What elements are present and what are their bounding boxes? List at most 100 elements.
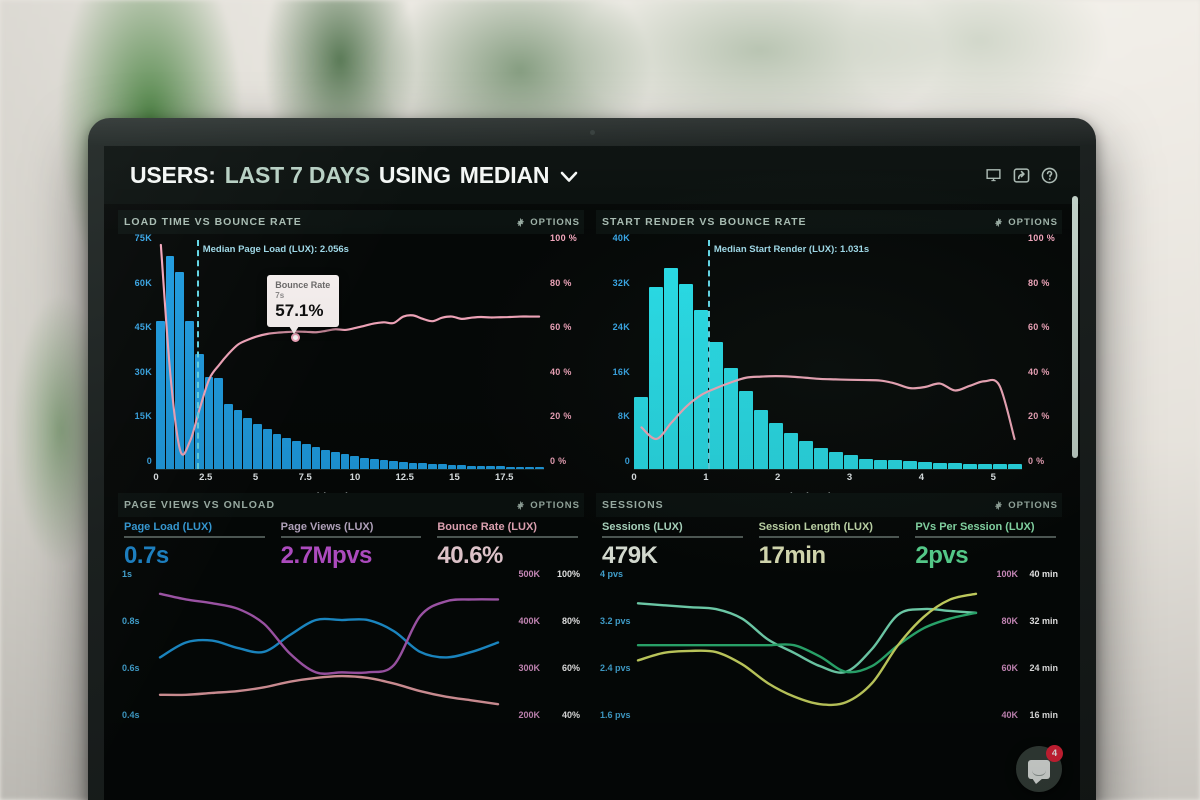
bar[interactable] — [185, 321, 194, 469]
bar[interactable] — [486, 466, 496, 469]
bar[interactable] — [156, 321, 165, 469]
bar[interactable] — [828, 451, 843, 469]
y3-axis-tick: 100% — [556, 568, 580, 579]
metric-card[interactable]: Bounce Rate (LUX) 40.6% — [437, 521, 579, 570]
bar[interactable] — [437, 464, 447, 469]
scrollbar[interactable] — [1072, 194, 1078, 794]
bar[interactable] — [282, 438, 292, 469]
bar[interactable] — [301, 444, 311, 469]
bar[interactable] — [948, 463, 963, 469]
bar[interactable] — [340, 454, 350, 469]
bar[interactable] — [360, 457, 369, 469]
bar[interactable] — [243, 418, 253, 469]
bar[interactable] — [813, 448, 828, 469]
bar[interactable] — [963, 463, 978, 469]
bar[interactable] — [918, 461, 933, 469]
bar[interactable] — [369, 459, 379, 469]
bar[interactable] — [903, 460, 918, 469]
dashboard-grid: LOAD TIME VS BOUNCE RATE OPTIONS 75K 60K 4… — [104, 204, 1080, 734]
metric-card[interactable]: Page Load (LUX) 0.7s — [124, 521, 265, 570]
x-axis-tick: 4 — [918, 472, 925, 483]
metric-card[interactable]: Session Length (LUX) 17min — [758, 521, 900, 570]
gear-icon — [995, 500, 1003, 510]
y2-axis-tick: 80K — [1001, 615, 1018, 626]
bar[interactable] — [535, 466, 544, 469]
bar[interactable] — [398, 461, 408, 469]
bar[interactable] — [292, 441, 301, 469]
bar[interactable] — [678, 284, 693, 469]
options-button[interactable]: OPTIONS — [516, 217, 580, 228]
help-icon[interactable] — [1041, 167, 1058, 184]
metric-card[interactable]: Sessions (LUX) 479K — [602, 521, 743, 570]
bar[interactable] — [738, 391, 753, 469]
chevron-down-icon[interactable] — [560, 162, 578, 189]
bar[interactable] — [693, 310, 708, 469]
scrollbar-thumb[interactable] — [1072, 196, 1078, 458]
y-axis-tick: 45K — [134, 322, 152, 333]
bar[interactable] — [253, 424, 262, 469]
bar[interactable] — [330, 451, 340, 469]
metric-card[interactable]: Page Views (LUX) 2.7Mpvs — [280, 521, 422, 570]
bar[interactable] — [1008, 464, 1023, 469]
title-using: USING — [378, 161, 451, 188]
bar[interactable] — [233, 410, 243, 469]
options-label: OPTIONS — [530, 216, 580, 228]
bar[interactable] — [389, 461, 398, 469]
options-label: OPTIONS — [1008, 216, 1058, 228]
options-button[interactable]: OPTIONS — [994, 500, 1058, 511]
bar[interactable] — [428, 463, 437, 469]
bar[interactable] — [783, 432, 798, 469]
y-axis-right-minutes: 40 min 32 min 24 min 16 min — [1022, 569, 1058, 724]
chat-widget-button[interactable]: 4 — [1016, 745, 1063, 792]
bar[interactable] — [505, 466, 515, 469]
page-title[interactable]: USERS: LAST 7 DAYS USING MEDIAN — [130, 162, 578, 189]
y-axis-tick: 3.2 pvs — [600, 615, 631, 626]
bar[interactable] — [476, 465, 486, 469]
bar[interactable] — [768, 422, 783, 469]
bar[interactable] — [933, 462, 948, 469]
bar[interactable] — [496, 466, 505, 469]
bar[interactable] — [204, 376, 214, 469]
bar[interactable] — [753, 409, 768, 469]
bar[interactable] — [272, 433, 282, 469]
display-icon[interactable] — [985, 167, 1002, 184]
y2-axis-tick: 20 % — [1028, 411, 1050, 422]
options-button[interactable]: OPTIONS — [994, 217, 1058, 228]
bar[interactable] — [224, 404, 233, 469]
bar[interactable] — [467, 465, 476, 469]
bar[interactable] — [708, 341, 723, 469]
bar[interactable] — [525, 466, 535, 469]
bar[interactable] — [993, 464, 1008, 469]
bar[interactable] — [379, 460, 389, 469]
bar[interactable] — [262, 428, 272, 469]
bar[interactable] — [350, 456, 360, 469]
y-axis-left: 40K 32K 24K 16K 8K 0 — [596, 234, 630, 470]
bar[interactable] — [321, 449, 330, 469]
metric-label: Bounce Rate (LUX) — [437, 521, 537, 533]
title-prefix: USERS: — [130, 161, 216, 188]
options-button[interactable]: OPTIONS — [516, 500, 580, 511]
bar[interactable] — [457, 465, 466, 469]
bar[interactable] — [723, 367, 738, 469]
x-axis-tick: 5 — [252, 472, 259, 483]
bar[interactable] — [408, 462, 418, 469]
bar[interactable] — [515, 466, 525, 469]
bar[interactable] — [648, 287, 663, 469]
bar[interactable] — [311, 447, 321, 469]
bar[interactable] — [214, 378, 224, 469]
bar[interactable] — [175, 271, 185, 469]
bar[interactable] — [843, 454, 858, 469]
share-icon[interactable] — [1013, 167, 1030, 184]
bar[interactable] — [873, 459, 888, 469]
plot-area: Median Start Render (LUX): 1.031s — [634, 238, 1023, 470]
median-marker — [708, 240, 711, 469]
app-header: USERS: LAST 7 DAYS USING MEDIAN — [104, 146, 1080, 204]
metric-card[interactable]: PVs Per Session (LUX) 2pvs — [915, 521, 1057, 570]
bar[interactable] — [978, 463, 993, 469]
bar[interactable] — [634, 396, 648, 469]
bar[interactable] — [418, 463, 428, 469]
bar[interactable] — [858, 458, 873, 469]
bar[interactable] — [447, 464, 457, 469]
bar[interactable] — [888, 460, 903, 469]
bar[interactable] — [798, 440, 813, 469]
